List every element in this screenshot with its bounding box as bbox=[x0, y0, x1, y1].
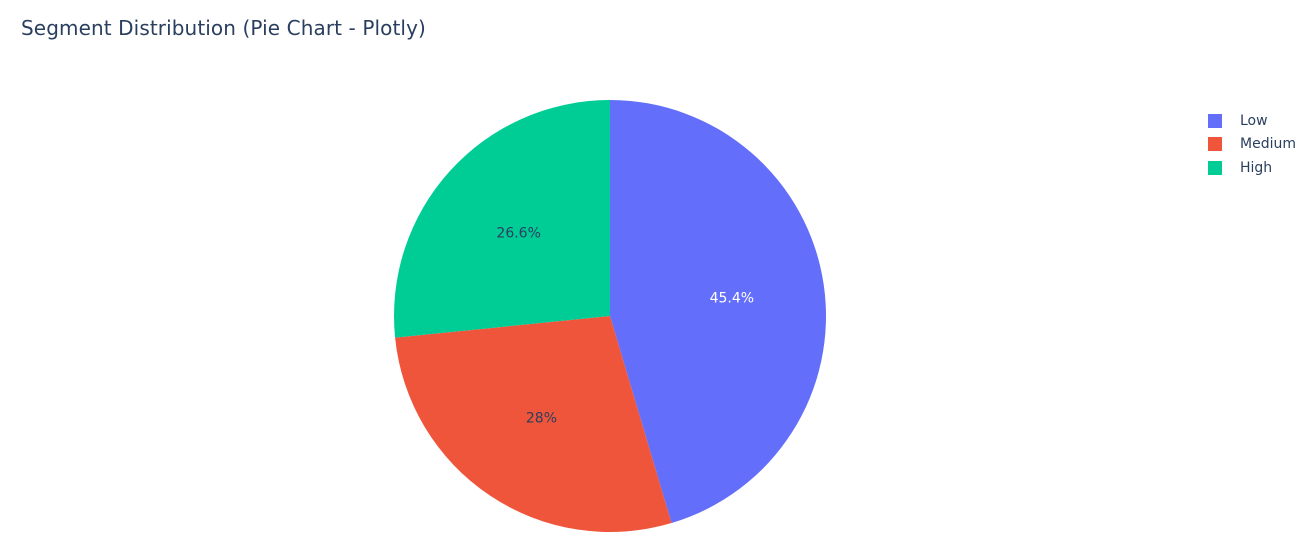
legend-label-high: High bbox=[1240, 159, 1273, 176]
legend-swatch-medium bbox=[1208, 137, 1222, 152]
legend-swatch-low bbox=[1208, 113, 1222, 128]
pie-slice-high[interactable] bbox=[393, 99, 610, 338]
chart-title: Segment Distribution (Pie Chart - Plotly… bbox=[21, 16, 426, 40]
slice-label-low: 45.4% bbox=[710, 290, 754, 306]
legend-swatch-high bbox=[1208, 160, 1222, 175]
legend-item-high[interactable]: High bbox=[1208, 156, 1296, 180]
legend-label-medium: Medium bbox=[1240, 136, 1296, 153]
legend: Low Medium High bbox=[1208, 109, 1296, 180]
legend-label-low: Low bbox=[1240, 112, 1268, 129]
legend-item-low[interactable]: Low bbox=[1208, 109, 1296, 133]
slice-label-high: 26.6% bbox=[496, 225, 540, 241]
pie-slice-medium[interactable] bbox=[395, 316, 672, 532]
slice-label-medium: 28% bbox=[526, 410, 557, 426]
legend-item-medium[interactable]: Medium bbox=[1208, 133, 1296, 157]
pie-slice-low[interactable] bbox=[610, 100, 826, 524]
